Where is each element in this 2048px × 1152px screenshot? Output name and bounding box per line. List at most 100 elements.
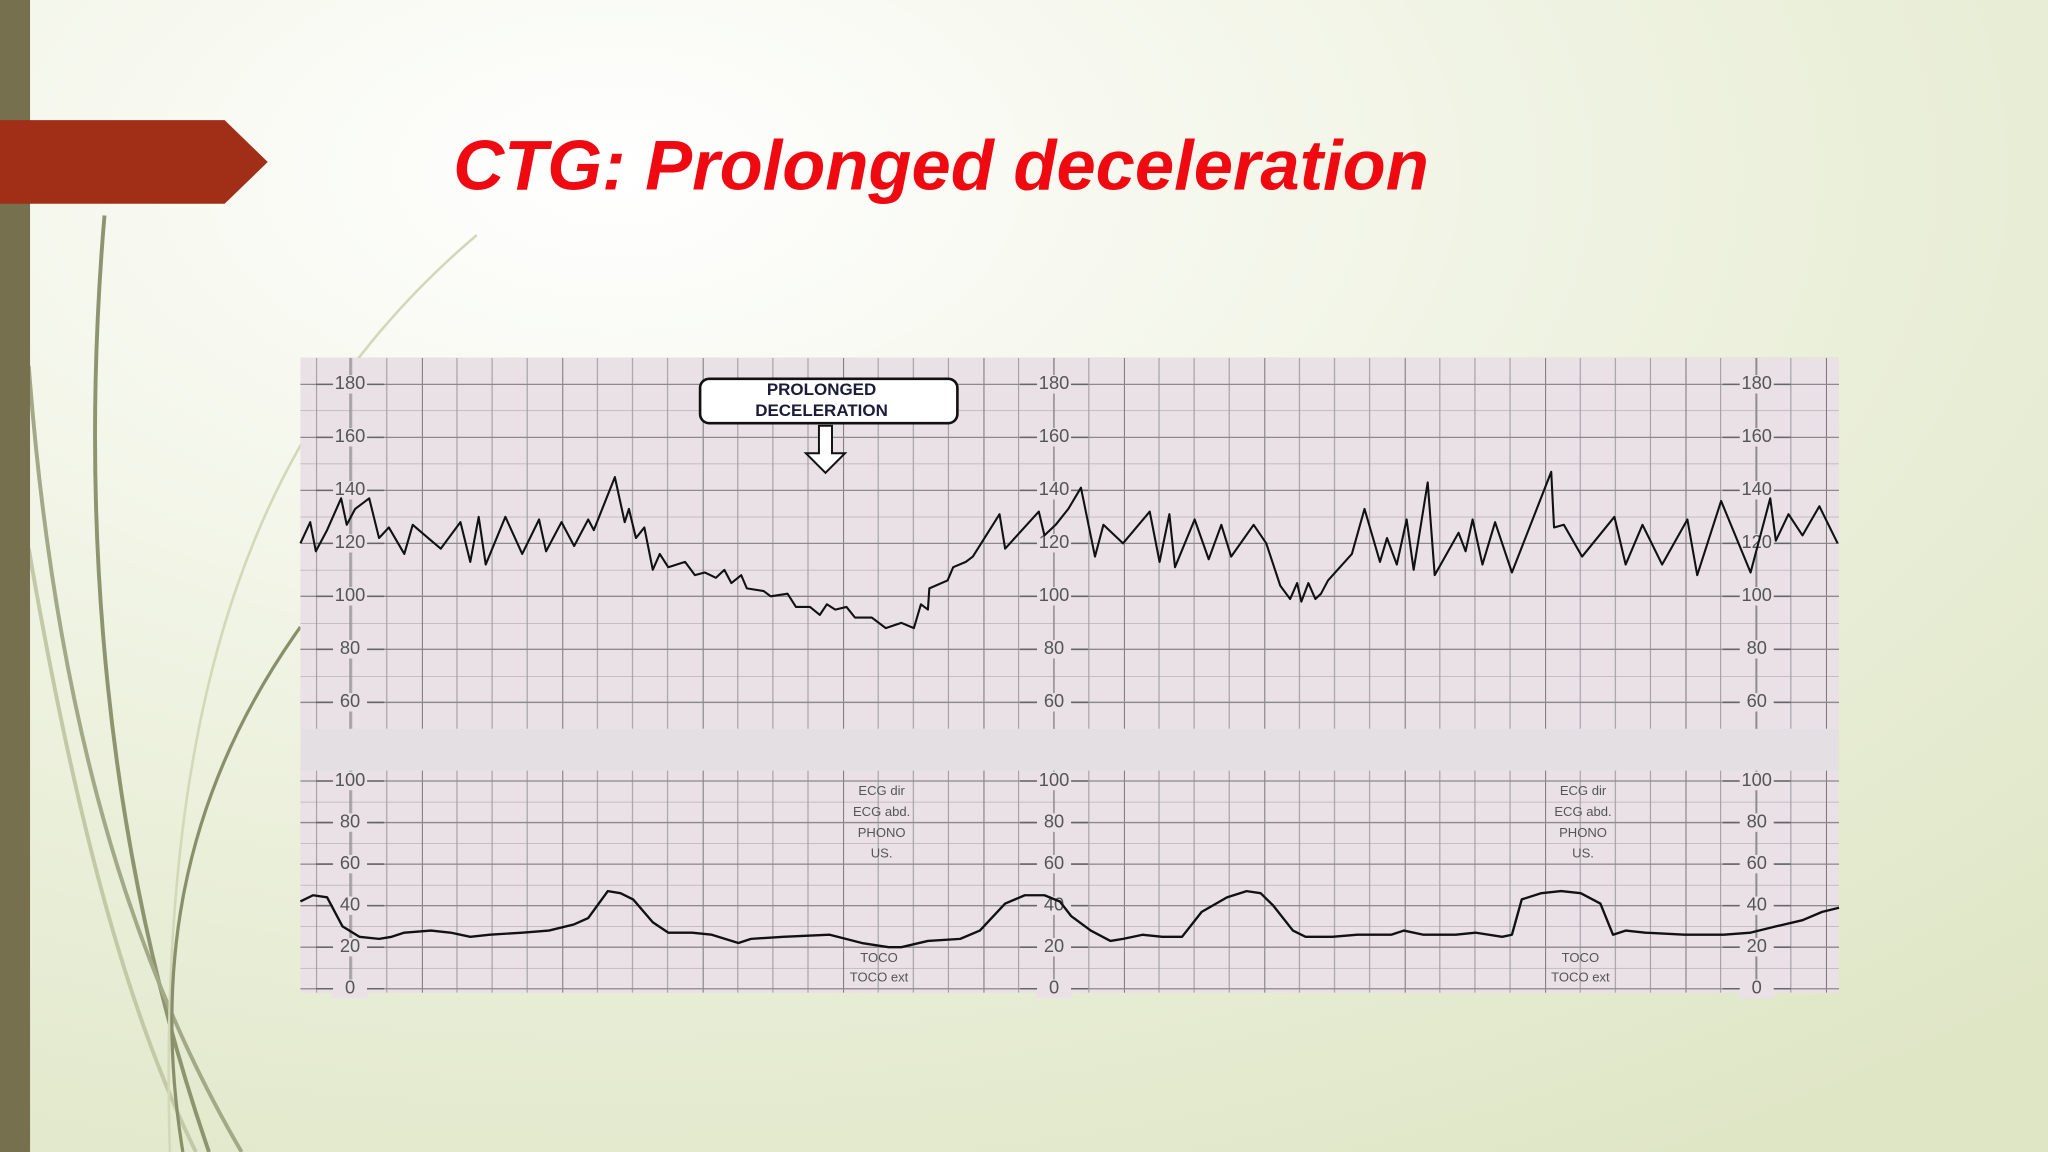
tick-label-bg <box>333 938 368 957</box>
tick-label-bg <box>1037 771 1072 791</box>
channel-label: TOCO <box>860 950 897 965</box>
tick-label-bg <box>1739 938 1774 957</box>
y-tick-label: 0 <box>1049 977 1059 998</box>
y-tick-label: 100 <box>335 584 365 605</box>
annotation-arrow <box>803 424 848 475</box>
paper-gap <box>300 728 1840 771</box>
tick-label-bg <box>1037 428 1072 447</box>
y-tick-label: 80 <box>1747 810 1767 831</box>
title-marker <box>0 120 268 204</box>
y-tick-label: 100 <box>1741 769 1771 790</box>
y-tick-label: 80 <box>340 637 360 658</box>
annotation-box <box>698 377 959 425</box>
y-tick-label: 140 <box>1039 478 1069 499</box>
y-tick-label: 0 <box>1752 977 1762 998</box>
channel-label: TOCO ext <box>850 970 909 985</box>
y-tick-label: 180 <box>1039 372 1069 393</box>
tick-label-bg <box>1739 854 1774 874</box>
channel-label: US. <box>1572 846 1594 861</box>
y-tick-label: 100 <box>1039 769 1069 790</box>
tick-label-bg <box>1739 534 1774 553</box>
annotation: PROLONGED DECELERATION <box>698 377 959 475</box>
tick-label-bg <box>333 428 368 447</box>
y-tick-label: 60 <box>1044 690 1064 711</box>
channel-label: PHONO <box>858 825 906 840</box>
tick-label-bg <box>1739 813 1774 832</box>
tick-label-bg <box>1037 375 1072 394</box>
y-tick-label: 60 <box>1044 852 1064 873</box>
tick-label-bg <box>1037 979 1072 998</box>
y-tick-label: 20 <box>340 935 360 956</box>
y-tick-label: 120 <box>1039 531 1069 552</box>
tick-label-bg <box>1037 587 1072 606</box>
y-tick-label: 40 <box>1747 893 1767 914</box>
tick-label-bg <box>333 481 368 500</box>
y-tick-label: 60 <box>1747 690 1767 711</box>
channel-label: TOCO <box>1562 950 1599 965</box>
y-tick-label: 180 <box>1741 372 1771 393</box>
tick-label-bg <box>1037 640 1072 659</box>
tick-label-bg <box>1739 428 1774 447</box>
y-tick-label: 40 <box>340 893 360 914</box>
channel-label: ECG abd. <box>1554 804 1611 819</box>
y-tick-label: 160 <box>335 425 365 446</box>
tick-label-bg <box>1739 375 1774 394</box>
tick-label-bg <box>1739 481 1774 500</box>
y-tick-label: 80 <box>1044 810 1064 831</box>
y-tick-label: 120 <box>1741 531 1771 552</box>
tick-label-bg <box>1037 481 1072 500</box>
y-tick-label: 180 <box>335 372 365 393</box>
annotation-text: PROLONGED <box>767 380 876 399</box>
tick-label-bg <box>1037 693 1072 712</box>
y-tick-label: 0 <box>345 977 355 998</box>
channel-label: TOCO ext <box>1551 970 1610 985</box>
decorative-curves <box>26 215 478 1152</box>
y-tick-label: 60 <box>1747 852 1767 873</box>
tick-label-bg <box>333 640 368 659</box>
tick-label-bg <box>1739 896 1774 915</box>
channel-label: ECG abd. <box>853 804 910 819</box>
y-tick-label: 120 <box>335 531 365 552</box>
tick-label-bg <box>1739 979 1774 998</box>
tick-label-bg <box>333 534 368 553</box>
y-tick-label: 100 <box>335 769 365 790</box>
channel-label: ECG dir <box>858 783 905 798</box>
y-tick-label: 80 <box>1044 637 1064 658</box>
y-tick-label: 60 <box>340 852 360 873</box>
channel-label: PHONO <box>1559 825 1607 840</box>
y-tick-label: 140 <box>335 478 365 499</box>
channel-label: US. <box>871 846 893 861</box>
y-tick-label: 100 <box>1039 584 1069 605</box>
y-tick-label: 20 <box>1044 935 1064 956</box>
tick-label-bg <box>1739 587 1774 606</box>
channel-label: ECG dir <box>1560 783 1607 798</box>
trace-line <box>299 889 1840 949</box>
y-tick-label: 20 <box>1747 935 1767 956</box>
y-tick-label: 60 <box>340 690 360 711</box>
tick-label-bg <box>1739 771 1774 791</box>
tick-label-bg <box>1739 693 1774 712</box>
y-tick-label: 40 <box>1044 893 1064 914</box>
tick-label-bg <box>1739 640 1774 659</box>
y-tick-label: 80 <box>1747 637 1767 658</box>
tick-label-bg <box>1037 813 1072 832</box>
tick-label-bg <box>333 375 368 394</box>
tick-label-bg <box>1037 854 1072 874</box>
y-tick-label: 140 <box>1741 478 1771 499</box>
tick-label-bg <box>333 854 368 874</box>
tick-label-bg <box>333 896 368 915</box>
y-tick-label: 160 <box>1741 425 1771 446</box>
tick-label-bg <box>1037 896 1072 915</box>
tick-label-bg <box>333 771 368 791</box>
tick-label-bg <box>333 813 368 832</box>
y-tick-label: 100 <box>1741 584 1771 605</box>
tick-label-bg <box>1037 938 1072 957</box>
y-tick-label: 80 <box>340 810 360 831</box>
ctg-chart: 60 80 100 120 140 160 180 60 80 100 120 140 160 180 60… <box>299 357 1840 998</box>
tick-label-bg <box>333 979 368 998</box>
y-tick-label: 160 <box>1039 425 1069 446</box>
annotation-text: DECELERATION <box>755 401 888 420</box>
tick-label-bg <box>1037 534 1072 553</box>
